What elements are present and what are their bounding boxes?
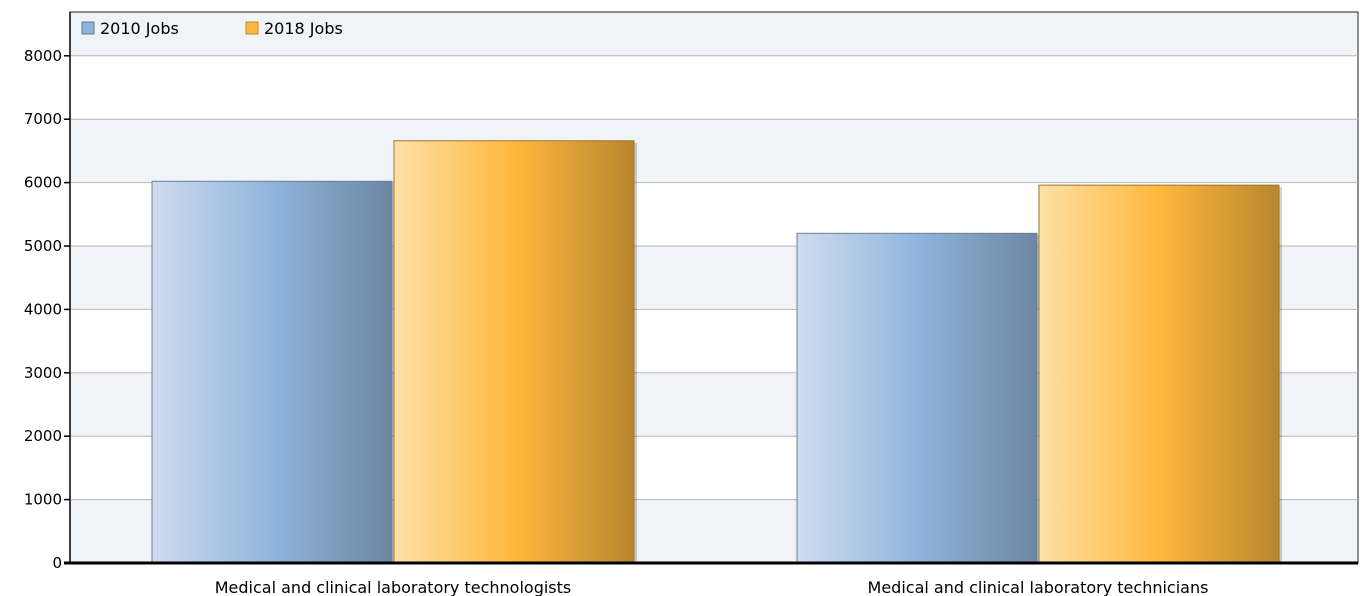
legend: 2010 Jobs 2018 Jobs: [81, 19, 343, 38]
bar-2010-1: [151, 180, 393, 564]
legend-swatch: [81, 21, 95, 35]
grid-band: [70, 119, 1358, 183]
grid-band: [70, 12, 1358, 56]
x-axis-labels: Medical and clinical laboratory technolo…: [215, 578, 1209, 596]
legend-swatch: [245, 21, 259, 35]
y-tick-label: 1000: [24, 491, 62, 509]
y-tick-label: 0: [52, 554, 62, 572]
bar-2010-2: [796, 232, 1038, 564]
bar-2018-1: [393, 140, 635, 564]
y-tick-label: 2000: [24, 427, 62, 445]
y-axis-ticks: 0 1000 2000 3000 4000 5000 6000 7000 8000: [24, 47, 70, 572]
legend-label: 2018 Jobs: [264, 19, 343, 38]
axes: [64, 12, 1358, 565]
y-tick-label: 4000: [24, 300, 62, 318]
y-tick-label: 6000: [24, 174, 62, 192]
x-category-label: Medical and clinical laboratory technici…: [868, 578, 1209, 596]
bars: [151, 140, 1282, 564]
y-tick-label: 8000: [24, 47, 62, 65]
y-tick-label: 5000: [24, 237, 62, 255]
bar-2018-2: [1038, 184, 1280, 564]
legend-label: 2010 Jobs: [100, 19, 179, 38]
y-tick-label: 3000: [24, 364, 62, 382]
y-tick-label: 7000: [24, 110, 62, 128]
x-category-label: Medical and clinical laboratory technolo…: [215, 578, 572, 596]
